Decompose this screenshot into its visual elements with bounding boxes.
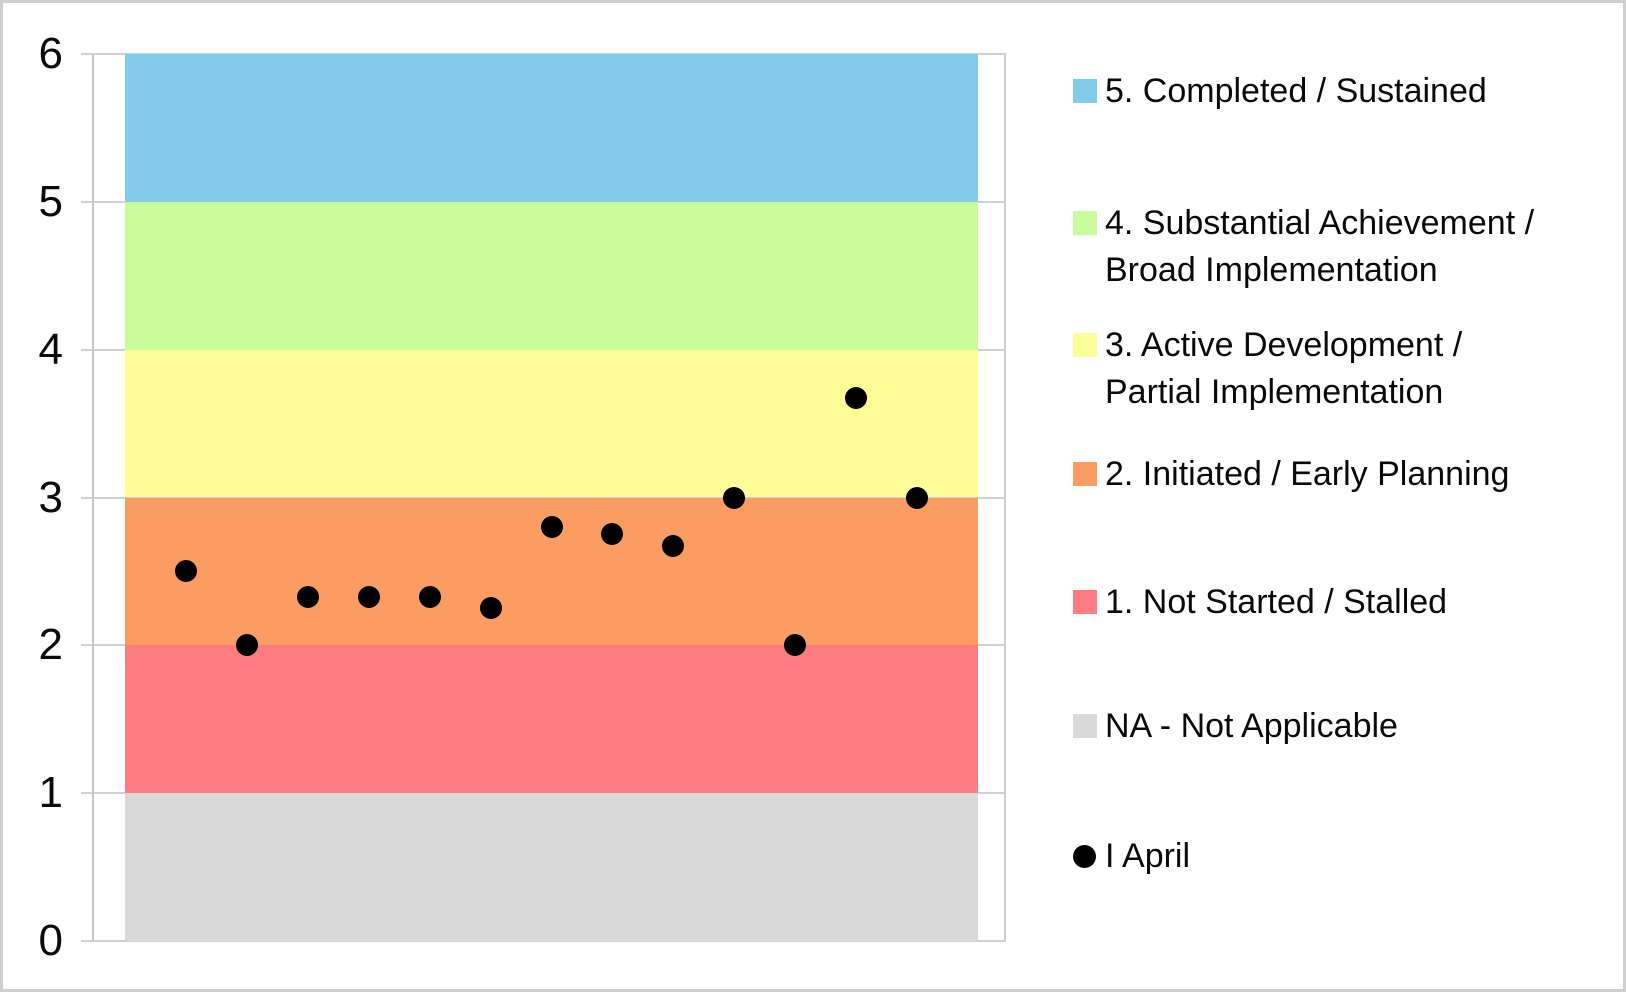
band-2-3 (125, 497, 978, 646)
data-point-3 (296, 585, 319, 608)
data-point-2 (235, 634, 258, 657)
y-tick-label-4: 4 (38, 324, 63, 374)
legend-label-line: 2. Initiated / Early Planning (1105, 454, 1510, 493)
data-point-11 (784, 634, 807, 657)
data-point-7 (540, 516, 563, 539)
legend-label: 1. Not Started / Stalled (1105, 579, 1623, 626)
band-4-5 (125, 201, 978, 350)
band-0-1 (125, 793, 978, 941)
y-tick-label-3: 3 (38, 472, 63, 522)
data-point-13 (906, 486, 929, 509)
gridline-y-0 (81, 940, 1006, 942)
data-point-8 (601, 523, 624, 546)
plot-right-border (1004, 54, 1006, 941)
data-point-10 (723, 486, 746, 509)
legend-label-line: I April (1105, 836, 1191, 875)
legend-label: 4. Substantial Achievement / Broad Implem… (1105, 200, 1623, 294)
data-point-6 (479, 597, 502, 620)
data-point-5 (418, 585, 441, 608)
legend-label: 5. Completed / Sustained (1105, 68, 1623, 115)
band-1-2 (125, 645, 978, 794)
legend-label-line: Broad Implementation (1105, 250, 1438, 289)
data-point-12 (845, 387, 868, 410)
legend-square-swatch (1073, 462, 1097, 486)
legend-label-line: NA - Not Applicable (1105, 706, 1398, 745)
legend-square-swatch (1073, 333, 1097, 357)
legend-circle-swatch (1073, 844, 1096, 868)
legend-label-line: Partial Implementation (1105, 372, 1444, 411)
y-tick-label-6: 6 (38, 29, 63, 78)
y-axis-line (92, 54, 94, 941)
legend-square-swatch (1073, 211, 1097, 235)
y-tick-label-2: 2 (38, 620, 63, 670)
y-tick-label-5: 5 (38, 176, 63, 226)
legend: 5. Completed / Sustained 4. Substantial A… (3, 3, 1623, 989)
legend-label-line: 4. Substantial Achievement / (1105, 203, 1535, 242)
y-tick-label-0: 0 (38, 916, 63, 965)
y-tick-label-1: 1 (38, 768, 63, 818)
legend-square-swatch (1073, 590, 1097, 614)
legend-label: 2. Initiated / Early Planning (1105, 451, 1623, 498)
legend-label: 3. Active Development / Partial Implement… (1105, 322, 1623, 416)
gridline-y-3 (81, 496, 1006, 499)
legend-label: NA - Not Applicable (1105, 703, 1623, 750)
data-point-9 (662, 535, 685, 558)
gridline-y-6 (81, 53, 1006, 55)
gridline-y-5 (81, 200, 1006, 203)
legend-label-line: 1. Not Started / Stalled (1105, 582, 1448, 621)
legend-square-swatch (1073, 714, 1097, 738)
band-3-4 (125, 349, 978, 498)
band-5-6 (125, 54, 978, 202)
gridline-y-2 (81, 644, 1006, 647)
legend-square-swatch (1073, 79, 1097, 103)
plot-area: 0 1 2 3 4 5 6 (3, 3, 1623, 989)
data-point-4 (357, 585, 380, 608)
gridline-y-1 (81, 792, 1006, 795)
legend-label-line: 5. Completed / Sustained (1105, 71, 1487, 110)
legend-label: I April (1105, 833, 1623, 880)
legend-label-line: 3. Active Development / (1105, 325, 1463, 364)
gridline-y-4 (81, 348, 1006, 351)
data-point-1 (174, 560, 197, 583)
